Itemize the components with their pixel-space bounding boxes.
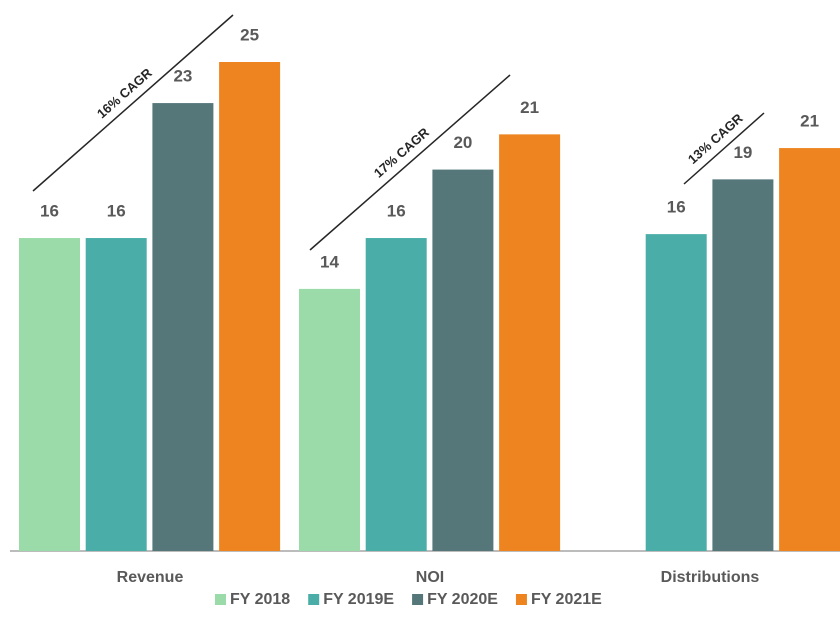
cagr-line bbox=[309, 74, 511, 251]
data-label: 21 bbox=[800, 112, 819, 131]
data-label: 20 bbox=[453, 133, 472, 152]
legend-swatch bbox=[515, 594, 527, 605]
cagr-line bbox=[32, 14, 234, 192]
legend-swatch bbox=[412, 594, 424, 605]
bar bbox=[365, 238, 427, 552]
legend-swatch bbox=[215, 594, 226, 605]
legend-label: FY 2020E bbox=[427, 591, 498, 608]
bar bbox=[645, 234, 707, 552]
bar bbox=[779, 148, 840, 551]
data-label: 16 bbox=[107, 202, 126, 221]
data-label: 16 bbox=[40, 202, 59, 221]
legend-swatch bbox=[308, 594, 320, 605]
bar bbox=[432, 169, 494, 551]
cagr-label: 16% CAGR bbox=[94, 65, 155, 122]
x-tick-label: Revenue bbox=[117, 569, 184, 586]
data-label: 19 bbox=[733, 143, 752, 162]
bar bbox=[712, 179, 774, 552]
legend-label: FY 2021E bbox=[531, 591, 602, 608]
x-tick-label: Distributions bbox=[661, 569, 760, 586]
bar bbox=[152, 103, 214, 552]
cagr-line bbox=[683, 112, 765, 185]
data-label: 21 bbox=[520, 98, 539, 117]
bar bbox=[299, 288, 360, 551]
data-label: 16 bbox=[667, 198, 686, 217]
cagr-label: 17% CAGR bbox=[371, 124, 432, 180]
bar bbox=[219, 62, 281, 551]
legend-label: FY 2018 bbox=[230, 591, 290, 608]
legend-label: FY 2019E bbox=[323, 591, 394, 608]
data-label: 16 bbox=[387, 202, 406, 221]
data-label: 14 bbox=[320, 252, 339, 271]
bar bbox=[499, 134, 561, 551]
bar bbox=[85, 238, 147, 552]
data-label: 25 bbox=[240, 25, 259, 44]
data-label: 23 bbox=[173, 67, 192, 86]
bar bbox=[19, 238, 80, 552]
x-tick-label: NOI bbox=[416, 569, 444, 586]
